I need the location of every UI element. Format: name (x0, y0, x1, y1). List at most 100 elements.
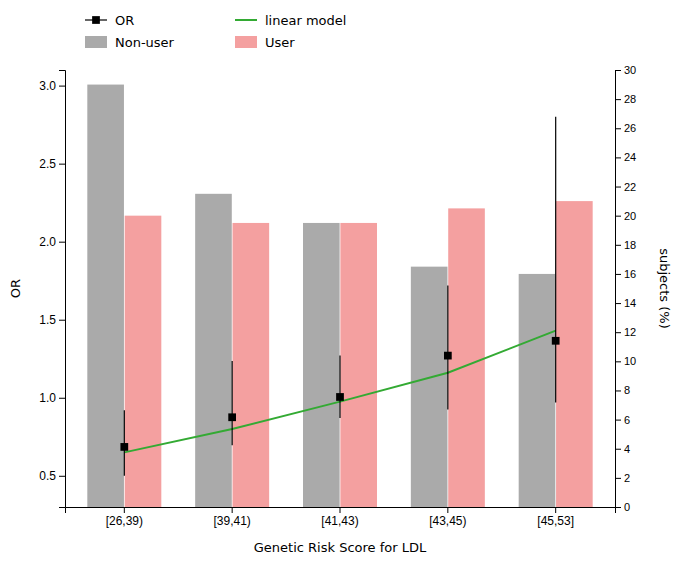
tick-mark (615, 478, 621, 479)
tick-label: [39,41) (213, 514, 250, 528)
tick-label: 22 (624, 181, 636, 193)
plot: [26,39)[39,41)[41,43)[43,45)[45,53]0.51.… (8, 64, 672, 555)
tick-mark (615, 99, 621, 100)
tick-label: 0 (624, 501, 630, 513)
tick: 2 (615, 472, 630, 484)
tick-mark (59, 320, 65, 321)
tick-mark (615, 70, 621, 71)
tick-label: 2.0 (39, 235, 56, 249)
tick-mark (59, 164, 65, 165)
tick-label: 24 (624, 151, 636, 163)
tick-mark (124, 507, 125, 513)
bar (233, 223, 270, 507)
bar-series (125, 201, 593, 507)
tick-label: 20 (624, 210, 636, 222)
error-bar (339, 356, 340, 418)
tick: 26 (615, 122, 636, 134)
tick-label: 12 (624, 326, 636, 338)
bar (125, 216, 162, 507)
tick: [43,45) (429, 507, 466, 528)
tick-label: 6 (624, 414, 630, 426)
tick-mark (59, 242, 65, 243)
tick: 1.0 (39, 391, 65, 405)
tick-label: [43,45) (429, 514, 466, 528)
tick: 28 (615, 93, 636, 105)
bar (411, 267, 448, 507)
tick-label: 2.5 (39, 157, 56, 171)
chart: [26,39)[39,41)[41,43)[43,45)[45,53]0.51.… (0, 0, 685, 567)
axis-line (59, 71, 66, 508)
legend: ORNon-userlinear modelUser (85, 13, 346, 50)
tick-label: 3.0 (39, 79, 56, 93)
error-bar (232, 361, 233, 445)
tick-label: 1.5 (39, 313, 56, 327)
legend-item: User (235, 35, 295, 50)
legend-label: linear model (265, 13, 346, 28)
tick-mark (615, 303, 621, 304)
legend-label: User (265, 35, 295, 50)
tick: 12 (615, 326, 636, 338)
tick: 20 (615, 210, 636, 222)
tick: 3.0 (39, 79, 65, 93)
tick-label: 10 (624, 355, 636, 367)
tick: [26,39) (106, 507, 143, 528)
tick-label: [26,39) (106, 514, 143, 528)
tick-label: 4 (624, 443, 630, 455)
bar (448, 208, 485, 507)
tick-mark (615, 332, 621, 333)
tick: 8 (615, 384, 630, 396)
line (124, 331, 555, 453)
tick-mark (615, 420, 621, 421)
tick: 0 (615, 501, 630, 513)
y2-axis: 024681012141618202224262830 (615, 64, 636, 513)
tick-mark (59, 476, 65, 477)
axis-line (66, 508, 616, 514)
legend-swatch (92, 16, 100, 24)
legend-item: OR (85, 13, 134, 28)
tick-mark (615, 128, 621, 129)
bar-series (87, 85, 555, 507)
legend-item: linear model (235, 13, 346, 28)
point (444, 352, 452, 360)
tick: 6 (615, 414, 630, 426)
legend-label: OR (115, 13, 134, 28)
error-bar (447, 285, 448, 409)
x-axis: [26,39)[39,41)[41,43)[43,45)[45,53] (66, 507, 616, 528)
tick-label: 18 (624, 239, 636, 251)
y-axis-title: OR (8, 279, 23, 298)
tick-mark (447, 507, 448, 513)
tick-mark (615, 274, 621, 275)
tick: 18 (615, 239, 636, 251)
tick: 0.5 (39, 469, 65, 483)
legend-swatch (85, 36, 107, 48)
tick-mark (59, 86, 65, 87)
legend-swatch (235, 36, 257, 48)
scatter-series (120, 117, 559, 476)
error-bar (555, 117, 556, 403)
tick-label: 0.5 (39, 469, 56, 483)
bar (303, 223, 340, 507)
tick-label: 16 (624, 268, 636, 280)
tick: 10 (615, 355, 636, 367)
x-axis-title: Genetic Risk Score for LDL (254, 540, 427, 555)
tick-label: [45,53] (537, 514, 574, 528)
tick-label: 2 (624, 472, 630, 484)
tick-mark (615, 390, 621, 391)
tick-label: 14 (624, 297, 636, 309)
bar (340, 223, 377, 507)
bar (195, 194, 232, 507)
tick: 4 (615, 443, 630, 455)
tick-mark (615, 157, 621, 158)
tick-mark (615, 361, 621, 362)
tick-label: 28 (624, 93, 636, 105)
y2-axis-title: subjects (%) (657, 248, 672, 329)
bar (556, 201, 593, 507)
tick: 1.5 (39, 313, 65, 327)
tick: 14 (615, 297, 636, 309)
tick: [45,53] (537, 507, 574, 528)
tick-label: 26 (624, 122, 636, 134)
axis-line (616, 71, 622, 508)
y-axis: 0.5 1.0 1.5 2.0 2.5 3.0 (39, 71, 65, 508)
tick-mark (340, 507, 341, 513)
tick-mark (232, 507, 233, 513)
